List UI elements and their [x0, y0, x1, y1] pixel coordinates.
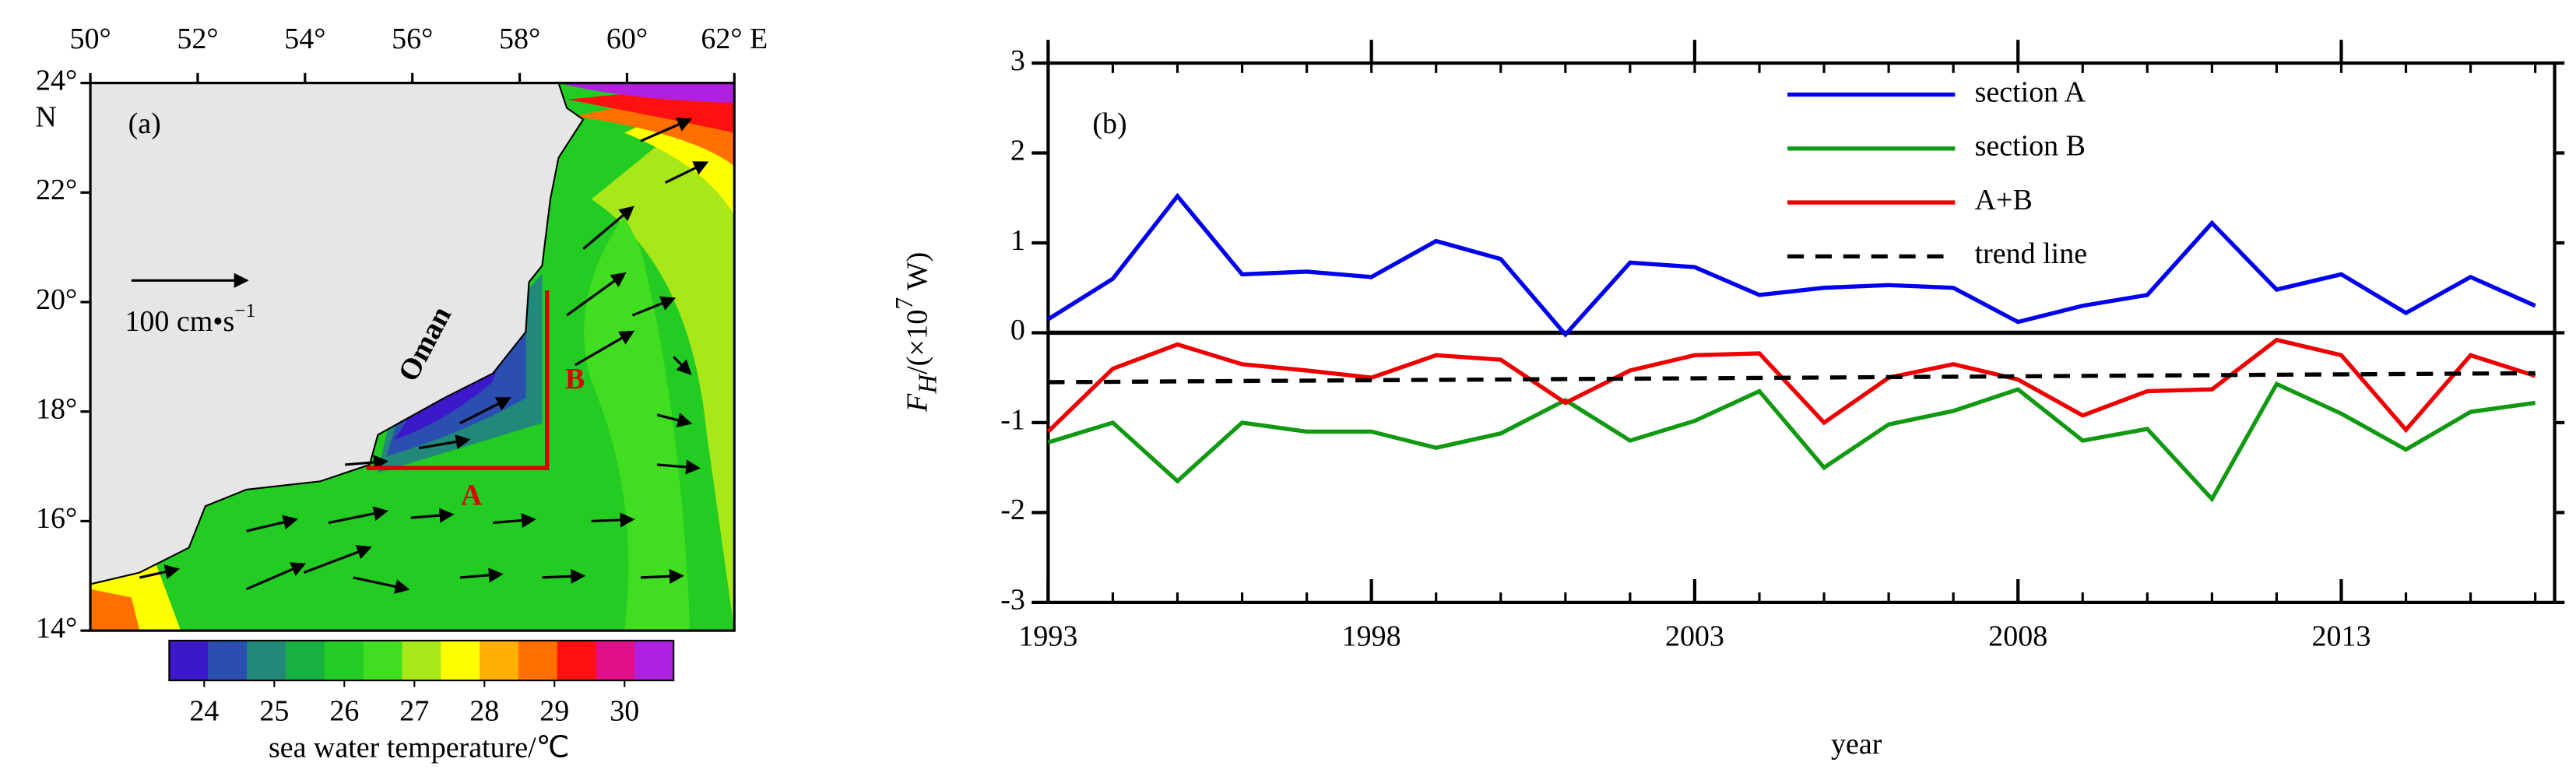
x-tick-label: 58° [499, 23, 540, 55]
x-tick-label: 2013 [2312, 620, 2371, 652]
x-tick-label: 2008 [1988, 620, 2047, 652]
ylabel-sub: H [913, 372, 942, 394]
colorbar-cell [247, 640, 286, 681]
legend-label: section B [1975, 129, 2086, 162]
colorbar-cell [557, 640, 597, 681]
colorbar-tick-label: 26 [329, 694, 359, 727]
ylabel-unit: /(×10 [901, 310, 934, 374]
ylabel-exp: 7 [891, 297, 918, 310]
legend-label: trend line [1975, 237, 2087, 270]
y-tick-label: 22° [36, 174, 77, 206]
colorbar-cell [208, 640, 248, 681]
colorbar-cell [596, 640, 636, 681]
colorbar-cell [363, 640, 403, 681]
colorbar-cell [169, 640, 209, 681]
ylabel-main: F [901, 393, 934, 413]
y-tick-label: 1 [1010, 224, 1025, 257]
x-tick-label: 60° [606, 23, 648, 55]
y-tick-label: 2 [1010, 134, 1025, 167]
x-tick-label: 50° [69, 23, 111, 55]
x-axis-label: year [1831, 728, 1882, 761]
colorbar-tick-label: 25 [259, 694, 289, 727]
y-tick-label: 24° [36, 64, 77, 97]
y-tick-label: 14° [36, 612, 77, 645]
colorbar-tick-label: 30 [610, 694, 639, 727]
legend-label: A+B [1975, 184, 2033, 216]
colorbar-cell [634, 640, 674, 681]
current-vectors [131, 118, 709, 594]
scale-exp: −1 [234, 299, 255, 321]
sections [366, 290, 550, 470]
x-tick-label: 1993 [1018, 620, 1077, 652]
map-field [90, 83, 735, 631]
colorbar-label: sea water temperature/℃ [269, 731, 569, 764]
colorbar-cell [518, 640, 558, 681]
section-label: B [565, 363, 585, 395]
colorbar-cell [285, 640, 325, 681]
x-tick-label: 54° [284, 23, 325, 55]
colorbar-cell [441, 640, 480, 681]
ylabel-tail: W) [901, 252, 934, 297]
y-tick-label: -2 [1000, 494, 1025, 526]
colorbar-tick-label: 27 [399, 694, 429, 727]
colorbar-cell [324, 640, 364, 681]
section-label: A [461, 479, 483, 511]
scale-text: 100 cm•s [125, 304, 234, 337]
series-line [1048, 371, 2536, 385]
legend-label: section A [1975, 76, 2086, 108]
colorbar-cell [480, 640, 519, 681]
x-tick-label: 1998 [1342, 620, 1401, 652]
panel-label: (a) [128, 107, 161, 140]
colorbar-frame [168, 639, 675, 682]
colorbar-cell [402, 640, 441, 681]
y-tick-label: 20° [36, 283, 77, 316]
series-line [1047, 381, 2536, 503]
colorbar-tick-label: 24 [189, 694, 219, 727]
y-axis-label: FH/(×107 W) [891, 252, 942, 413]
x-tick-label: 62° E [701, 23, 768, 55]
y-tick-label: 0 [1010, 314, 1025, 346]
scale-label: 100 cm•s−1 [125, 299, 255, 338]
y-tick-label: 3 [1010, 44, 1025, 77]
series-line [1046, 337, 2536, 434]
lat-hemisphere: N [35, 100, 56, 133]
y-tick-label: -1 [1000, 404, 1025, 437]
series-line [1047, 192, 2536, 338]
x-tick-label: 56° [392, 23, 433, 55]
y-tick-label: 18° [36, 392, 77, 425]
y-tick-label: -3 [1000, 584, 1025, 617]
x-tick-label: 52° [177, 23, 218, 55]
colorbar-tick-label: 29 [539, 694, 569, 727]
x-tick-label: 2003 [1665, 620, 1724, 652]
y-tick-label: 16° [36, 502, 77, 535]
panel-label: (b) [1092, 107, 1126, 140]
colorbar-tick-label: 28 [469, 694, 499, 727]
